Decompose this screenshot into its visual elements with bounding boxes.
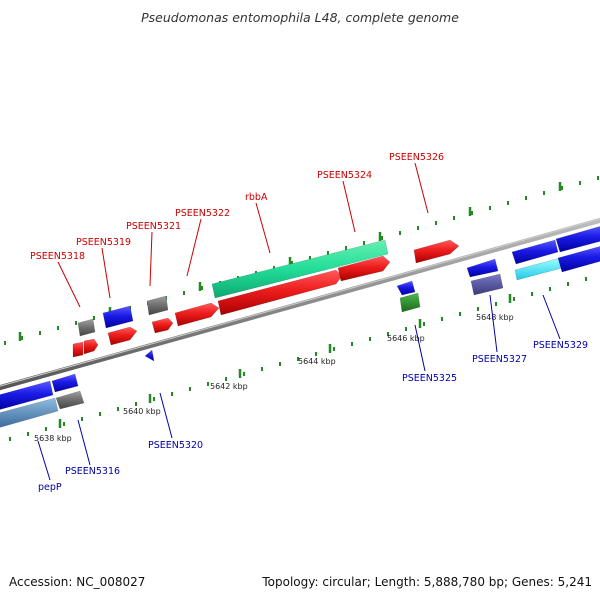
scale-label: 5648 kbp (476, 313, 514, 322)
gene-pseen5318-arrow (72, 341, 84, 358)
gene-label-pseen5325[interactable]: PSEEN5325 (402, 373, 457, 384)
gene-label-pseen5327[interactable]: PSEEN5327 (472, 354, 527, 365)
gene-green-5325 (399, 292, 421, 313)
gene-red-small-b (151, 317, 174, 334)
scale-label: 5644 kbp (298, 357, 336, 366)
forward-strand-genes (72, 239, 460, 358)
scale-label: 5646 kbp (387, 334, 425, 343)
gene-pseen5324-arrow (337, 255, 391, 282)
genome-backbone (0, 217, 600, 391)
gene-blue-right-a (511, 239, 559, 265)
scale-label: 5642 kbp (210, 382, 248, 391)
gene-slate-5327 (470, 273, 504, 296)
accession-text: Accession: NC_008027 (9, 575, 146, 589)
gene-rbbA-rrna (211, 239, 389, 299)
gene-grey-5316 (55, 390, 85, 410)
gene-red-small-a (107, 326, 138, 346)
gene-pseen5318b-arrow (83, 338, 99, 355)
scale-label: 5640 kbp (123, 407, 161, 416)
gene-pepP-arrow (0, 397, 59, 428)
gene-label-pepP[interactable]: pepP (38, 482, 62, 493)
gene-label-pseen5316[interactable]: PSEEN5316 (65, 466, 120, 477)
lower-tick-row (9, 277, 587, 441)
gene-pseen5320-arrow (144, 349, 155, 362)
gene-label-pseen5318[interactable]: PSEEN5318 (30, 251, 85, 262)
gene-blue-left (0, 380, 54, 410)
gene-blue-right-b (555, 226, 600, 253)
map-title: Pseudomonas entomophila L48, complete ge… (141, 10, 459, 25)
gene-pseen5325-arrow (396, 280, 416, 296)
leader-lines-top (57, 162, 429, 308)
gene-rbbA-arrow (217, 269, 343, 316)
gene-label-pseen5329[interactable]: PSEEN5329 (533, 340, 588, 351)
gene-grey-small (77, 318, 96, 337)
gene-label-pseen5321[interactable]: PSEEN5321 (126, 221, 181, 232)
leader-lines-bottom (37, 294, 561, 481)
genome-info-text: Topology: circular; Length: 5,888,780 bp… (262, 575, 592, 589)
gene-label-pseen5324[interactable]: PSEEN5324 (317, 170, 372, 181)
gene-label-pseen5326[interactable]: PSEEN5326 (389, 152, 444, 163)
gene-pseen5322-arrow (174, 302, 220, 327)
reverse-strand-genes (0, 226, 600, 428)
gene-blue-right-c (557, 246, 600, 273)
genome-backbone-highlight (0, 218, 600, 387)
gene-pseen5319-arrow (102, 305, 134, 329)
gene-label-pseen5319[interactable]: PSEEN5319 (76, 237, 131, 248)
gene-grey-pseen5321 (146, 295, 169, 316)
gene-pseen5316-arrow (51, 373, 79, 393)
gene-label-rbbA[interactable]: rbbA (245, 192, 268, 203)
scale-label: 5638 kbp (34, 434, 72, 443)
gene-label-pseen5322[interactable]: PSEEN5322 (175, 208, 230, 219)
lower-major-ticks (58, 294, 512, 428)
gene-pseen5326-arrow (413, 239, 460, 264)
gene-label-pseen5320[interactable]: PSEEN5320 (148, 440, 203, 451)
gene-pseen5327-arrow (466, 258, 499, 278)
